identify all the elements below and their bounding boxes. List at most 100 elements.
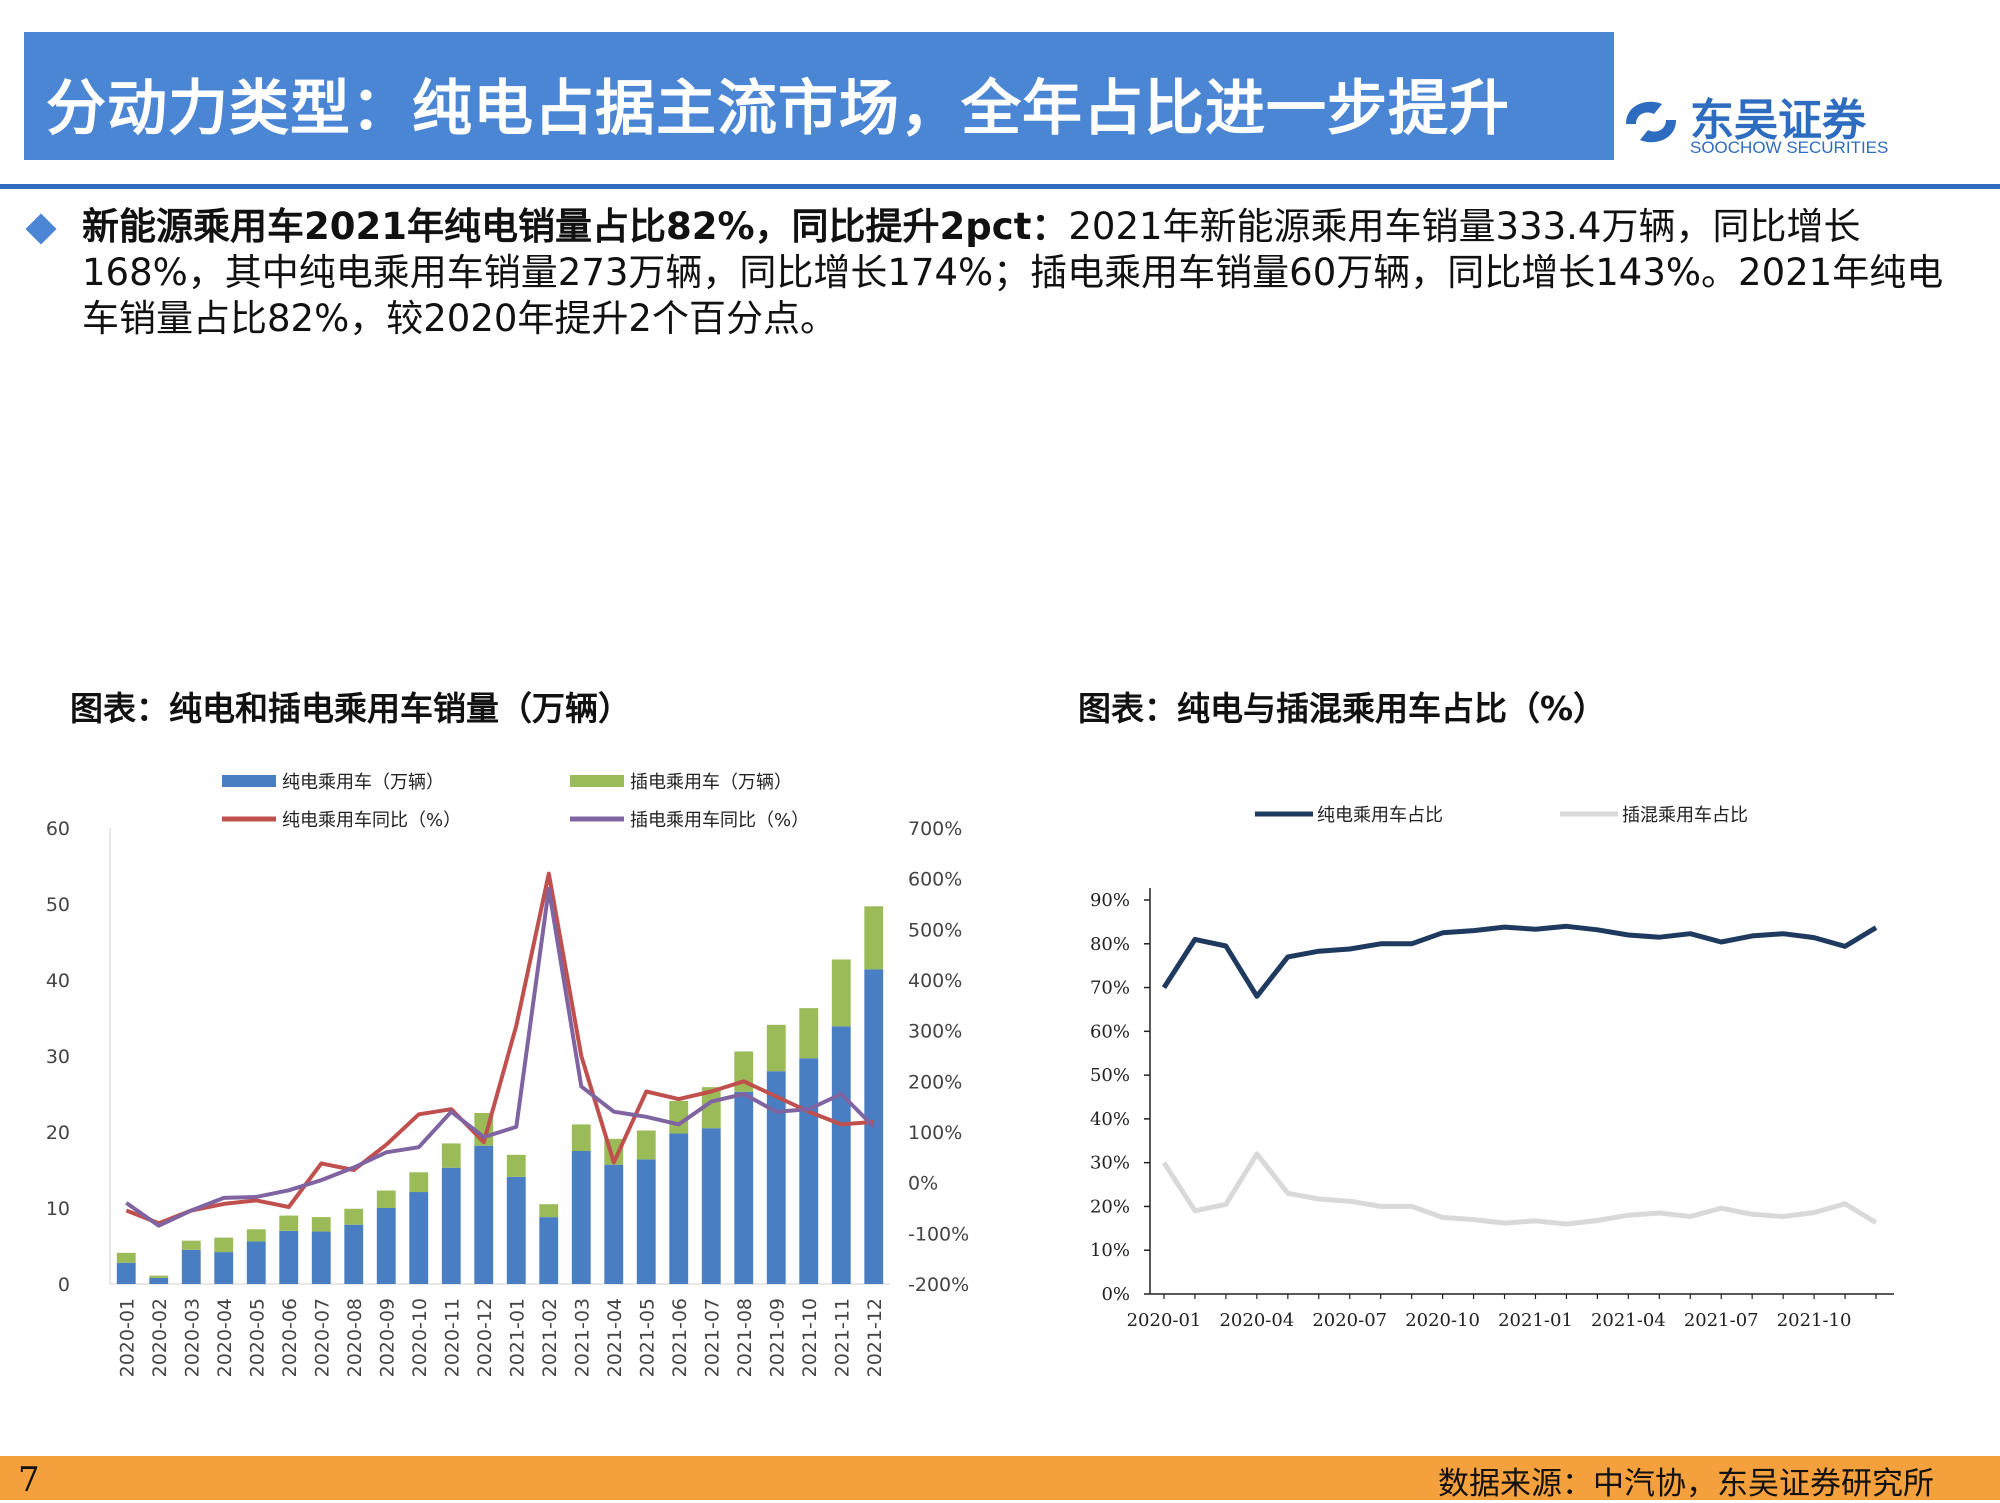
bev-bar [474, 1145, 494, 1284]
bev-bar [766, 1071, 786, 1284]
right-axis-tick-label: 100% [908, 1122, 962, 1144]
phev-bar [116, 1252, 136, 1263]
left-axis-tick-label: 10 [46, 1198, 70, 1220]
x-tick-label: 2020-02 [149, 1298, 171, 1377]
bev-yoy-line [125, 871, 874, 1226]
phev-bar [246, 1229, 266, 1242]
right-axis-tick-label: 300% [908, 1021, 962, 1043]
bev-bar [669, 1133, 689, 1284]
legend-bev-bars-swatch [222, 775, 276, 787]
bev-bar [636, 1159, 656, 1284]
phev-bar [669, 1100, 689, 1134]
left-axis-tick-label: 50 [46, 894, 70, 916]
phev-bar [799, 1008, 819, 1059]
bev-bar [571, 1151, 591, 1284]
x-tick-label: 2020-04 [214, 1298, 236, 1377]
left-axis-tick-label: 40 [46, 970, 70, 992]
phev-bar [636, 1130, 656, 1160]
footer-bar: 7 数据来源：中汽协，东吴证券研究所 [0, 1456, 2000, 1502]
phev-bar [214, 1237, 234, 1253]
legend-phev-yoy-label: 插电乘用车同比（%） [630, 810, 809, 831]
phev-bar [409, 1172, 429, 1193]
bev-bar [344, 1224, 364, 1284]
x-tick-label: 2021-07 [1684, 1310, 1759, 1331]
x-tick-label: 2020-05 [246, 1298, 268, 1377]
x-tick-label: 2021-11 [831, 1298, 853, 1377]
right-axis-tick-label: 0% [908, 1173, 938, 1195]
chart2-title: 图表：纯电与插混乘用车占比（%） [1078, 689, 1607, 728]
x-tick-label: 2021-10 [1777, 1310, 1852, 1331]
y-tick-label: 80% [1090, 934, 1130, 955]
right-axis-tick-label: 200% [908, 1071, 962, 1093]
legend-phev-bars-swatch [570, 775, 624, 787]
bev-bar [246, 1241, 266, 1284]
bev-share-line [1161, 923, 1878, 999]
x-tick-label: 2021-01 [1498, 1310, 1573, 1331]
x-tick-label: 2021-08 [734, 1298, 756, 1377]
phev-yoy-line [125, 886, 876, 1228]
logo-mark-icon [1626, 101, 1676, 143]
x-tick-label: 2021-07 [701, 1298, 723, 1377]
phev-bar [766, 1024, 786, 1072]
left-axis-tick-label: 0 [58, 1274, 70, 1296]
title-bar: 分动力类型：纯电占据主流市场，全年占比进一步提升 [24, 32, 1614, 160]
bev-bar [604, 1164, 624, 1284]
phev-bar [441, 1143, 461, 1168]
bev-bar [409, 1192, 429, 1284]
x-tick-label: 2020-03 [181, 1298, 203, 1377]
y-tick-label: 60% [1090, 1021, 1130, 1042]
x-tick-label: 2021-03 [571, 1298, 593, 1377]
bev-bar [181, 1249, 201, 1284]
logo-chinese-name: 东吴证券 [1690, 95, 1866, 146]
y-tick-label: 70% [1090, 978, 1130, 999]
bev-bar [734, 1091, 754, 1284]
page-number: 7 [18, 1460, 40, 1500]
left-axis-tick-label: 60 [46, 818, 70, 840]
y-tick-label: 50% [1090, 1065, 1130, 1086]
bev-bar [506, 1176, 526, 1284]
logo-english-name: SOOCHOW SECURITIES [1690, 138, 1889, 157]
summary-lead: 新能源乘用车2021年纯电销量占比82%，同比提升2pct： [82, 205, 1069, 248]
bev-bar [149, 1277, 169, 1284]
phev-bar [181, 1240, 201, 1250]
bev-bar [214, 1252, 234, 1284]
share-chart: 0% 10% 20% 30% 40% 50% 60% 70% 80% 90% 2020-01 2020… [1090, 805, 1894, 1331]
bev-bar [799, 1058, 819, 1284]
legend-bev-yoy-label: 纯电乘用车同比（%） [282, 810, 461, 831]
summary-paragraph: 新能源乘用车2021年纯电销量占比82%，同比提升2pct：2021年新能源乘用… [82, 204, 1952, 342]
x-tick-label: 2021-04 [1591, 1310, 1666, 1331]
x-tick-label: 2020-06 [279, 1298, 301, 1377]
x-tick-label: 2020-10 [1405, 1310, 1480, 1331]
phev-bar [571, 1124, 591, 1151]
y-tick-label: 30% [1090, 1153, 1130, 1174]
legend-bev-bars-label: 纯电乘用车（万辆） [282, 772, 444, 793]
x-tick-label: 2021-10 [799, 1298, 821, 1377]
x-tick-label: 2020-11 [441, 1298, 463, 1377]
bev-bar [311, 1231, 331, 1284]
phev-bar [831, 959, 851, 1027]
y-tick-label: 0% [1101, 1284, 1130, 1305]
phev-bar [539, 1204, 559, 1218]
chart1-title: 图表：纯电和插电乘用车销量（万辆） [70, 689, 631, 728]
x-tick-label: 2020-09 [376, 1298, 398, 1377]
x-tick-label: 2021-05 [636, 1298, 658, 1377]
x-tick-label: 2020-07 [1312, 1310, 1387, 1331]
right-axis-tick-label: 400% [908, 970, 962, 992]
page-title: 分动力类型：纯电占据主流市场，全年占比进一步提升 [46, 74, 1510, 144]
data-source: 数据来源：中汽协，东吴证券研究所 [1438, 1466, 1934, 1502]
company-logo: 东吴证券 SOOCHOW SECURITIES [1618, 88, 1898, 160]
bev-bar [539, 1217, 559, 1284]
x-tick-label: 2020-12 [474, 1298, 496, 1377]
x-tick-label: 2020-01 [1127, 1310, 1202, 1331]
bev-bar [701, 1128, 721, 1284]
x-tick-label: 2021-04 [604, 1298, 626, 1377]
y-tick-label: 10% [1090, 1240, 1130, 1261]
x-tick-label: 2021-12 [864, 1298, 886, 1377]
x-tick-label: 2021-09 [766, 1298, 788, 1377]
x-tick-label: 2020-04 [1219, 1310, 1294, 1331]
phev-share-line [1161, 1151, 1878, 1227]
phev-bar [506, 1154, 526, 1177]
bev-bar [116, 1262, 136, 1284]
bev-bar [279, 1230, 299, 1284]
summary-body: 2021年新能源乘用车销量333.4万辆，同比增长168%，其中纯电乘用车销量2… [82, 205, 1944, 340]
